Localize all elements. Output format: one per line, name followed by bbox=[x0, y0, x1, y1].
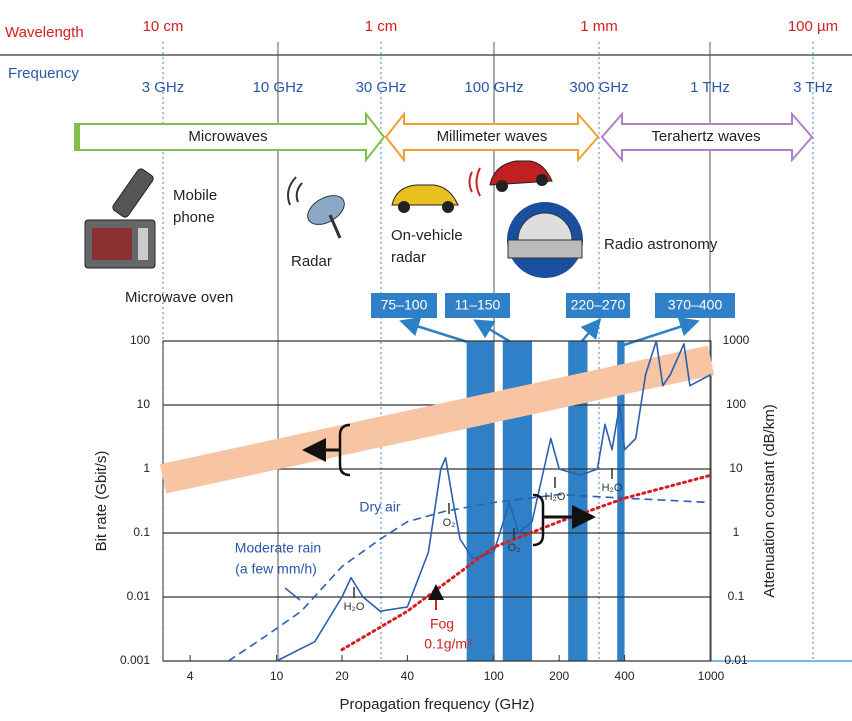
frequency-label: 10 GHz bbox=[253, 79, 304, 96]
app-label: Mobile bbox=[173, 187, 217, 204]
y2-axis-label: Attenuation constant (dB/km) bbox=[761, 404, 778, 597]
y-tick-label: 0.01 bbox=[127, 589, 151, 603]
frequency-label: 1 THz bbox=[690, 79, 730, 96]
y-tick-label: 1 bbox=[143, 461, 150, 475]
curve bbox=[227, 493, 712, 662]
car-icon bbox=[391, 184, 459, 213]
y2-tick-label: 1 bbox=[733, 525, 740, 539]
frequency-label: 30 GHz bbox=[356, 79, 407, 96]
bitrate-band bbox=[159, 345, 715, 494]
y-tick-label: 0.001 bbox=[120, 653, 150, 667]
car-icon bbox=[468, 160, 553, 197]
x-tick-label: 100 bbox=[484, 669, 504, 683]
window-arrow bbox=[620, 317, 700, 348]
frequency-label: 100 GHz bbox=[464, 79, 523, 96]
x-tick-label: 20 bbox=[335, 669, 349, 683]
y2-tick-label: 0.1 bbox=[728, 589, 745, 603]
window-box bbox=[371, 293, 437, 318]
rain-pointer bbox=[284, 587, 301, 601]
band-arrow bbox=[384, 111, 600, 163]
window-label: 75–100 bbox=[381, 297, 428, 313]
y2-tick-label: 0.01 bbox=[724, 653, 748, 667]
curve bbox=[276, 340, 712, 662]
window-arrow bbox=[399, 316, 481, 348]
annotation: H₂O bbox=[545, 491, 566, 503]
window-band bbox=[568, 341, 588, 661]
window-label: 220–270 bbox=[571, 297, 626, 313]
wavelength-label: 1 cm bbox=[365, 18, 398, 35]
y-tick-label: 0.1 bbox=[133, 525, 150, 539]
x-tick-label: 400 bbox=[615, 669, 635, 683]
annotation: 0.1g/m³ bbox=[424, 636, 472, 652]
y-tick-label: 10 bbox=[137, 397, 151, 411]
band-arrow bbox=[600, 111, 814, 163]
x-tick-label: 10 bbox=[270, 669, 284, 683]
annotation: H₂O bbox=[344, 601, 365, 613]
frequency-label: 3 THz bbox=[793, 79, 833, 96]
y2-tick-label: 100 bbox=[726, 397, 746, 411]
app-label: phone bbox=[173, 209, 215, 226]
band-label: Microwaves bbox=[188, 128, 267, 145]
annotation: (a few mm/h) bbox=[235, 561, 317, 577]
x-tick-label: 1000 bbox=[698, 669, 725, 683]
curve-label: Fog bbox=[430, 616, 454, 632]
y2-tick-label: 10 bbox=[729, 461, 743, 475]
band-arrow-end bbox=[75, 124, 80, 150]
app-label: radar bbox=[391, 249, 426, 266]
x-tick-label: 4 bbox=[187, 669, 194, 683]
x-axis-label: Propagation frequency (GHz) bbox=[339, 696, 534, 713]
observatory-icon bbox=[507, 202, 583, 278]
wavelength-label: 10 cm bbox=[143, 18, 184, 35]
curve bbox=[340, 473, 713, 652]
window-label: 370–400 bbox=[668, 297, 723, 313]
window-arrow bbox=[576, 318, 602, 347]
band-label: Millimeter waves bbox=[437, 128, 548, 145]
x-tick-label: 40 bbox=[401, 669, 415, 683]
frequency-label: 3 GHz bbox=[142, 79, 185, 96]
window-band bbox=[466, 341, 494, 661]
x-tick-label: 200 bbox=[549, 669, 569, 683]
band-label: Terahertz waves bbox=[651, 128, 760, 145]
window-box bbox=[566, 293, 630, 318]
curve-label: Dry air bbox=[359, 499, 401, 515]
wavelength-label: Wavelength bbox=[5, 24, 84, 41]
annotation: H₂O bbox=[602, 482, 623, 494]
y-axis-label: Bit rate (Gbit/s) bbox=[93, 451, 110, 552]
app-label: Microwave oven bbox=[125, 289, 233, 306]
curve-label: Moderate rain bbox=[235, 540, 321, 556]
frequency-label: Frequency bbox=[8, 65, 79, 82]
app-label: Radio astronomy bbox=[604, 236, 718, 253]
phone-icon bbox=[112, 168, 154, 218]
window-arrow bbox=[473, 319, 519, 348]
window-box bbox=[655, 293, 735, 318]
microwave-icon bbox=[84, 219, 156, 269]
y2-tick-label: 1000 bbox=[723, 333, 750, 347]
wavelength-label: 1 mm bbox=[580, 18, 618, 35]
wavelength-label: 100 µm bbox=[788, 18, 838, 35]
app-label: On-vehicle bbox=[391, 227, 463, 244]
window-box bbox=[445, 293, 510, 318]
bracket bbox=[532, 493, 545, 547]
annotation: O₂ bbox=[508, 542, 521, 554]
frequency-label: 300 GHz bbox=[569, 79, 628, 96]
band-arrow bbox=[74, 111, 386, 163]
y-tick-label: 100 bbox=[130, 333, 150, 347]
window-label: 11–150 bbox=[455, 297, 501, 313]
annotation: O₂ bbox=[443, 517, 456, 529]
radar-icon bbox=[287, 176, 345, 239]
app-label: Radar bbox=[291, 253, 332, 270]
